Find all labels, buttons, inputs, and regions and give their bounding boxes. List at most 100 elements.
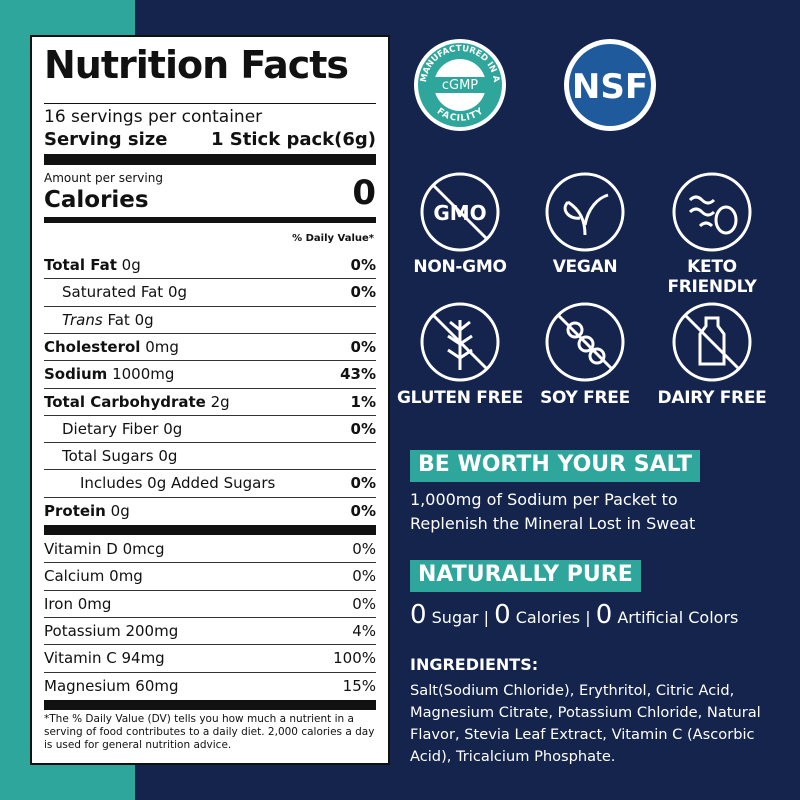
- cgmp-center: cGMP: [442, 78, 478, 93]
- cgmp-ribbon: [434, 77, 486, 93]
- ingredients-text: Salt(Sodium Chloride), Erythritol, Citri…: [410, 682, 761, 765]
- nutrient-name-italic: Trans: [62, 310, 103, 329]
- vitamin: Iron 0mg: [44, 595, 111, 613]
- vitamin-amount: 0mg: [77, 594, 112, 613]
- nutrition-label: Nutrition Facts 16 servings per containe…: [30, 35, 390, 765]
- nutrient-amount: 1000mg: [112, 365, 175, 384]
- claim-text: Sugar: [431, 608, 479, 627]
- nutrient-dv: 0%: [350, 419, 376, 438]
- nutrient: Total Carbohydrate 2g: [44, 393, 230, 411]
- nutrient-name: Protein: [44, 501, 106, 520]
- nutrient: Total Sugars 0g: [44, 447, 177, 465]
- gmo-text: GMO: [433, 201, 486, 225]
- nutrient-amount: 0g: [163, 419, 183, 438]
- vitamin-row: Potassium 200mg 4%: [44, 616, 376, 644]
- vitamin-amount: 0mcg: [122, 539, 165, 558]
- vitamin-name: Calcium: [44, 567, 105, 586]
- separator: |: [483, 608, 489, 627]
- vitamin-row: Vitamin C 94mg 100%: [44, 644, 376, 671]
- amount-per-serving: Amount per serving: [44, 171, 163, 185]
- feature-icons: [420, 172, 752, 382]
- keto-icon: [688, 195, 716, 228]
- vegan-leaf: [563, 193, 609, 236]
- nutrient-row: Includes 0g Added Sugars 0%: [44, 469, 376, 496]
- nutrient-row: Cholesterol 0mg 0%: [44, 332, 376, 360]
- vitamin: Potassium 200mg: [44, 622, 178, 640]
- nutrient: Includes 0g Added Sugars: [44, 474, 275, 492]
- claim-number: 0: [595, 600, 613, 630]
- nutrient-amount: 0g: [134, 310, 154, 329]
- claim-text: Artificial Colors: [617, 608, 739, 627]
- icon-circle: [672, 302, 752, 382]
- feature-label: NON-GMO: [413, 257, 507, 277]
- vitamin-row: Vitamin D 0mcg 0%: [44, 535, 376, 562]
- ingredients-heading: INGREDIENTS:: [410, 655, 539, 674]
- nutrient: Sodium 1000mg: [44, 365, 174, 383]
- nutrient-name: Saturated Fat: [62, 283, 164, 302]
- nutrient: Cholesterol 0mg: [44, 338, 179, 356]
- vitamin-dv: 0%: [352, 594, 376, 613]
- nutrient-amount: 0mg: [145, 337, 179, 356]
- calories-value: 0: [352, 173, 376, 213]
- serving-size-label: Serving size: [44, 129, 168, 150]
- feature-label: VEGAN: [552, 257, 618, 277]
- nutrient-dv: 43%: [340, 365, 376, 384]
- nutrient-dv: 0%: [350, 337, 376, 356]
- avocado: [714, 205, 738, 235]
- icons: MANUFACTURED IN A FACILITY cGMP NSF GMO: [414, 39, 752, 382]
- vitamin: Vitamin C 94mg: [44, 649, 165, 667]
- nutrient: Trans Fat 0g: [44, 311, 154, 329]
- nutrient-dv: 0%: [350, 255, 376, 274]
- nutrient-name: Cholesterol: [44, 337, 141, 356]
- vitamin-amount: 200mg: [125, 621, 179, 640]
- calories-label: Calories: [44, 187, 149, 213]
- soy: [577, 335, 595, 353]
- nutrient-amount: 0g: [158, 447, 178, 466]
- nsf-badge: [569, 44, 651, 126]
- wheat: [447, 320, 473, 370]
- thick-rule: [44, 525, 376, 535]
- vitamin-amount: 94mg: [121, 649, 165, 668]
- nutrient-amount: 0g: [121, 255, 141, 274]
- nutrient-row: Total Carbohydrate 2g 1%: [44, 387, 376, 415]
- nutrient: Saturated Fat 0g: [44, 283, 187, 301]
- claims: 0 Sugar | 0 Calories | 0 Artificial Colo…: [410, 600, 738, 630]
- icon-circle: [672, 172, 752, 252]
- nutrient-row: Protein 0g 0%: [44, 496, 376, 524]
- vitamin: Magnesium 60mg: [44, 677, 179, 695]
- nutrient-name: Total Carbohydrate: [44, 392, 206, 411]
- medium-rule: [44, 217, 376, 223]
- nutrient: Dietary Fiber 0g: [44, 420, 182, 438]
- vitamin-row: Calcium 0mg 0%: [44, 562, 376, 589]
- vitamin-row: Iron 0mg 0%: [44, 589, 376, 617]
- nutrient: Protein 0g: [44, 502, 130, 520]
- vitamin: Vitamin D 0mcg: [44, 540, 165, 558]
- salt-text: 1,000mg of Sodium per Packet to Replenis…: [410, 490, 696, 533]
- nutrient-row: Saturated Fat 0g 0%: [44, 278, 376, 305]
- claim-number: 0: [410, 600, 427, 630]
- nutrient-row: Total Sugars 0g: [44, 442, 376, 469]
- dv-header: % Daily Value*: [292, 233, 374, 244]
- vitamin-name: Vitamin D: [44, 539, 118, 558]
- serving-size-value: 1 Stick pack(6g): [211, 129, 376, 150]
- vitamin-amount: 0mg: [109, 567, 143, 586]
- nutrient-dv: 0%: [350, 501, 376, 520]
- thick-rule: [44, 154, 376, 165]
- icon-circle: [545, 302, 625, 382]
- nutrient-name: Dietary Fiber: [62, 419, 159, 438]
- vitamin-dv: 0%: [352, 539, 376, 558]
- nutrient-dv: 1%: [350, 392, 376, 411]
- icon-circle: [420, 172, 500, 252]
- nsf-text: NSF: [572, 67, 648, 107]
- nutrient-dv: 0%: [350, 283, 376, 302]
- claim-text: Calories: [515, 608, 581, 627]
- feature-label: DAIRY FREE: [657, 388, 767, 408]
- servings: 16 servings per container: [44, 107, 263, 127]
- icon-slash: [683, 313, 741, 371]
- nutrient-name: Sodium: [44, 365, 108, 384]
- separator: |: [585, 608, 591, 627]
- vitamin: Calcium 0mg: [44, 567, 143, 585]
- nutrient-amount: 0g: [167, 283, 188, 302]
- nutrient-row: Sodium 1000mg 43%: [44, 360, 376, 387]
